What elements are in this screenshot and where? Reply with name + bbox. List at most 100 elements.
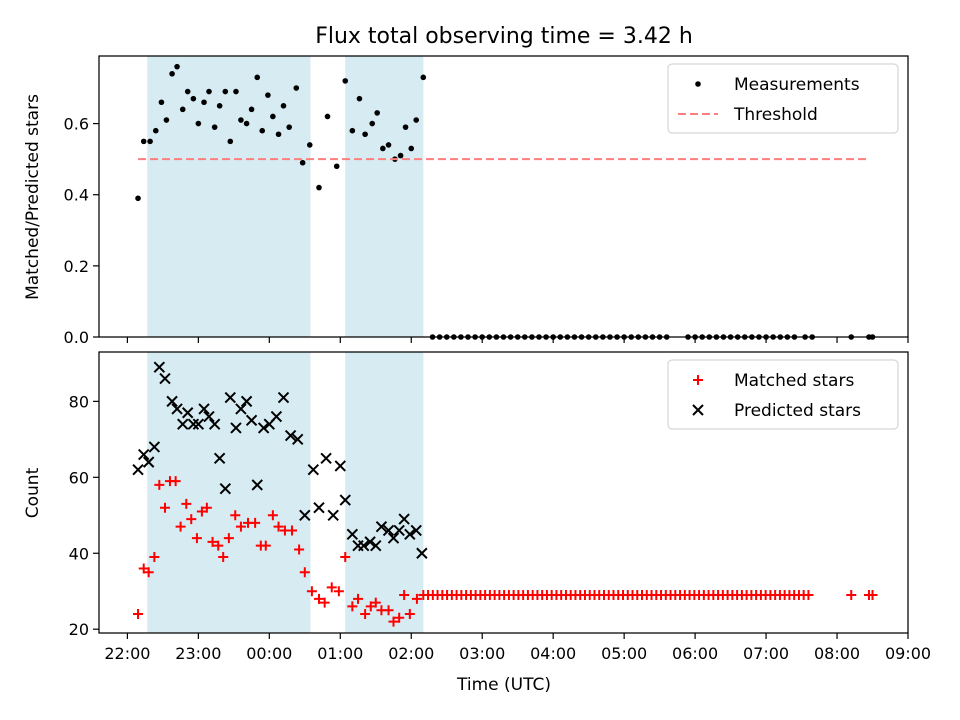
predicted-star-point [198,403,210,415]
measurement-point [280,102,287,109]
matched-star-point [404,609,415,620]
chart-title: Flux total observing time = 3.42 h [315,24,693,49]
measurement-point [259,127,266,134]
predicted-star-point [219,482,232,495]
legend-label: Measurements [734,75,860,95]
y-tick-label: 20 [69,620,89,639]
matched-star-point [846,590,857,601]
predicted-star-point [364,536,376,548]
matched-star-point [207,536,218,547]
x-axis-label: Time (UTC) [456,675,551,695]
matched-star-point [370,597,381,608]
measurement-point [275,131,282,138]
measurement-point [374,110,380,116]
matched-star-point [353,593,364,604]
predicted-star-point [181,407,194,419]
predicted-star-point [213,452,226,465]
matched-star-point [287,525,298,536]
predicted-star-point [138,448,150,461]
measurement-point [227,138,234,145]
measurement-point [169,70,175,77]
matched-star-point [299,567,310,578]
predicted-star-point [416,547,428,559]
matched-star-point [326,582,337,593]
matched-star-point [218,552,229,563]
matched-star-point [159,502,170,513]
matched-star-point [154,479,165,490]
measurement-point [293,85,300,91]
matched-star-point [340,552,351,563]
matched-star-point [250,517,261,528]
matched-star-point [267,510,278,521]
matched-star-point [313,593,324,604]
measurement-point [342,78,349,84]
x-tick-label: 08:00 [814,644,860,663]
bottom-legend: Matched stars Predicted stars [667,359,899,430]
predicted-star-point [320,452,332,465]
predicted-star-point [393,524,405,537]
x-tick-label: 22:00 [104,644,150,663]
measurement-point [140,138,147,145]
predicted-star-point [277,391,290,404]
x-tick-label: 23:00 [175,644,221,663]
measurement-point [238,117,244,123]
measurement-point [184,88,191,95]
measurement-point [147,138,153,145]
x-tick-label: 02:00 [388,644,434,663]
predicted-star-point [346,528,359,540]
measurement-point [222,88,229,95]
predicted-star-point [339,494,351,506]
measurement-point [211,124,218,130]
bottom-axes-frame [98,351,909,634]
predicted-star-point [177,418,189,430]
measurement-point [380,145,386,152]
predicted-star-point [375,520,388,533]
predicted-star-point [327,509,339,521]
matched-star-point [191,533,202,544]
measurement-point [356,95,363,102]
y-tick-label: 40 [69,544,89,563]
x-tick-label: 00:00 [246,644,292,663]
shaded-interval [345,352,424,633]
predicted-star-point [208,418,221,430]
measurement-point [216,102,223,109]
predicted-star-point [171,403,183,415]
matched-star-point [319,597,330,608]
predicted-star-point [132,464,144,476]
measurement-point [233,88,239,95]
measurement-point [286,124,292,130]
legend-matched-marker [693,375,703,385]
legend-label: Threshold [733,105,818,125]
predicted-star-point [203,410,215,423]
predicted-star-point [230,422,242,434]
predicted-star-point [382,524,395,537]
matched-star-point [235,521,246,532]
y-tick-label: 0.0 [64,328,89,347]
measurement-point [397,152,404,159]
bottom-panel: 20 40 60 80 22:00 23:00 00:00 01:00 02:00 03:00 0… [23,351,931,695]
y-tick-label: 80 [69,392,89,411]
matched-star-point [213,540,224,551]
matched-star-point [260,540,271,551]
y-tick-label: 0.6 [64,115,89,134]
legend-label: Matched stars [734,371,854,391]
measurement-point [349,127,356,134]
predicted-star-point [404,528,416,540]
measurement-point [135,195,141,202]
predicted-star-point [299,509,311,521]
legend-predicted-marker [692,404,704,416]
measurement-point [270,113,276,120]
matched-star-point [399,590,410,601]
predicted-star-point [270,410,283,423]
shaded-interval [147,56,311,337]
predicted-star-point [166,395,178,408]
measurement-point [362,131,368,138]
top-y-axis-label: Matched/Predicted stars [23,94,43,300]
measurement-point [163,117,170,123]
measurement-point [174,63,180,70]
predicted-star-point [159,372,171,385]
matched-star-point [143,567,154,578]
top-axes-frame [98,55,909,338]
shaded-interval [345,56,424,337]
